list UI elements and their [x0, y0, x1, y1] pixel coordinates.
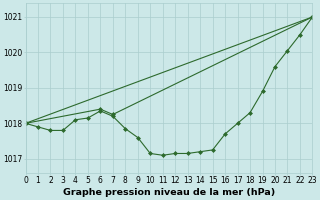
X-axis label: Graphe pression niveau de la mer (hPa): Graphe pression niveau de la mer (hPa) — [63, 188, 275, 197]
